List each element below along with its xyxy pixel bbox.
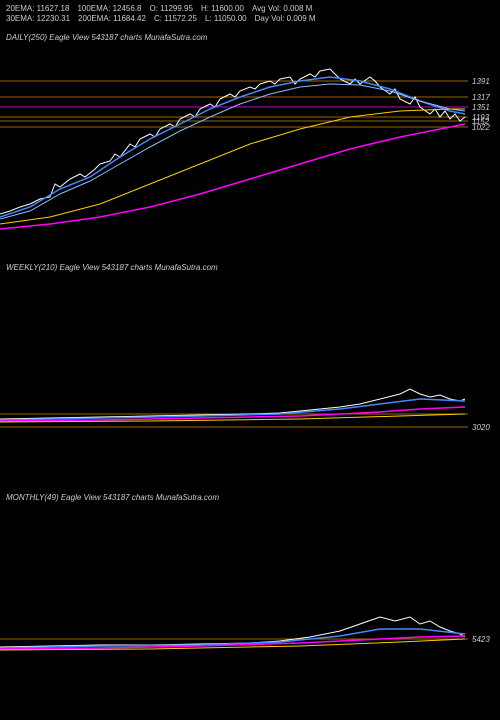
panel-title: MONTHLY(49) Eagle View 543187 charts Mun… xyxy=(6,493,219,502)
header-line-1: 20EMA: 11627.18100EMA: 12456.8O: 11299.9… xyxy=(6,4,494,14)
chart-svg: 5423 xyxy=(0,489,500,719)
level-label: 5423 xyxy=(472,635,490,644)
chart-svg: 3020 xyxy=(0,259,500,489)
chart-panel-0: DAILY(250) Eagle View 543187 charts Muna… xyxy=(0,29,500,259)
panel-title: DAILY(250) Eagle View 543187 charts Muna… xyxy=(6,33,207,42)
chart-svg: 139113171351119311521022 xyxy=(0,29,500,259)
chart-panel-1: WEEKLY(210) Eagle View 543187 charts Mun… xyxy=(0,259,500,489)
chart-panel-2: MONTHLY(49) Eagle View 543187 charts Mun… xyxy=(0,489,500,719)
level-label: 1317 xyxy=(472,93,490,102)
header-stats: 20EMA: 11627.18100EMA: 12456.8O: 11299.9… xyxy=(0,0,500,29)
level-label: 1351 xyxy=(472,103,490,112)
level-label: 1022 xyxy=(472,123,490,132)
level-label: 3020 xyxy=(472,423,490,432)
header-line-2: 30EMA: 12230.31200EMA: 11684.42C: 11572.… xyxy=(6,14,494,24)
panel-title: WEEKLY(210) Eagle View 543187 charts Mun… xyxy=(6,263,218,272)
level-label: 1391 xyxy=(472,77,490,86)
